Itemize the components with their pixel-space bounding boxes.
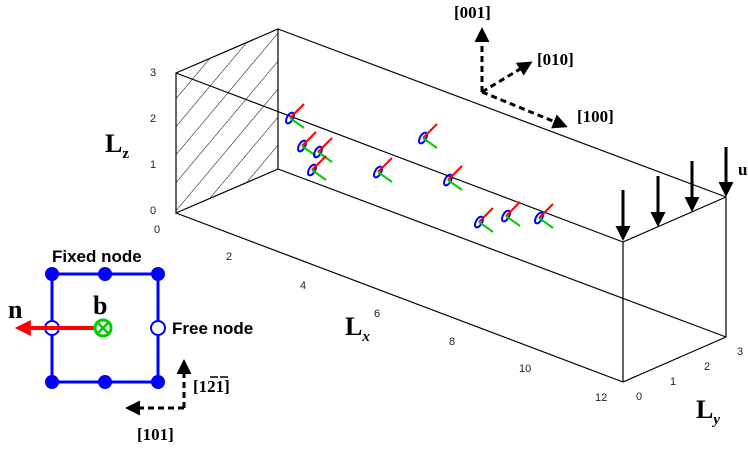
y-axis: 0 1 2 3 Ly — [636, 346, 743, 428]
z-tick: 0 — [150, 205, 156, 217]
loop-glyph — [373, 157, 393, 183]
x-tick: 12 — [595, 392, 607, 404]
loop-glyph — [307, 155, 327, 181]
label-100: [100] — [577, 107, 614, 126]
loop-glyph — [418, 123, 438, 149]
box-edge — [622, 336, 727, 383]
z-tick: 1 — [150, 159, 156, 171]
x-axis: 0 2 4 6 8 10 12 Lx — [154, 224, 607, 404]
fixed-node — [98, 375, 112, 389]
burgers-cross — [97, 322, 109, 334]
node-inset: Fixed node n b Free node [121] [101] — [8, 247, 253, 444]
label-101: [101] — [137, 425, 174, 444]
fixed-face-hatched — [175, 28, 279, 214]
crystal-directions — [474, 27, 568, 129]
box-edge — [277, 28, 727, 198]
x-tick: 4 — [300, 280, 306, 292]
y-tick: 1 — [670, 376, 676, 388]
fixed-node — [45, 375, 59, 389]
simulation-box — [175, 28, 727, 383]
loop-glyph — [285, 103, 305, 129]
fixed-node — [151, 267, 165, 281]
x-axis-label: Lx — [345, 312, 370, 345]
dislocation-loops — [285, 103, 554, 233]
y-tick: 0 — [636, 391, 642, 403]
free-node-label: Free node — [172, 319, 253, 338]
fixed-node — [45, 267, 59, 281]
z-axis: 3 2 1 0 Lz — [105, 67, 156, 217]
label-001: [001] — [454, 3, 491, 22]
x-tick: 6 — [374, 308, 380, 320]
label-010: [010] — [537, 50, 574, 69]
label-121: [121] — [193, 377, 230, 396]
y-tick: 2 — [704, 361, 710, 373]
box-edge — [175, 212, 624, 383]
fixed-node — [151, 375, 165, 389]
box-edge — [622, 196, 727, 243]
burgers-vector-label: b — [93, 291, 107, 320]
loop-glyph — [474, 207, 494, 233]
load-arrows — [615, 147, 734, 241]
arrow-100 — [481, 90, 568, 129]
x-tick: 0 — [154, 224, 160, 236]
x-tick: 2 — [226, 251, 232, 263]
loop-glyph — [501, 201, 521, 227]
loop-glyph — [297, 131, 317, 157]
x-tick: 10 — [519, 363, 531, 375]
fixed-node-label: Fixed node — [52, 247, 142, 266]
x-tick: 8 — [449, 336, 455, 348]
fixed-node — [98, 267, 112, 281]
normal-vector-label: n — [8, 295, 23, 324]
z-tick: 2 — [150, 113, 156, 125]
y-axis-label: Ly — [696, 395, 720, 428]
loop-glyph — [534, 203, 554, 229]
arrow-010 — [481, 61, 533, 94]
free-node — [150, 320, 166, 336]
loop-glyph — [443, 165, 463, 191]
y-tick: 3 — [737, 346, 743, 358]
box-edge — [277, 168, 727, 338]
z-axis-label: Lz — [105, 129, 129, 162]
load-label: u — [738, 160, 747, 179]
z-tick: 3 — [150, 67, 156, 79]
inset-direction-arrows — [125, 359, 192, 416]
box-edge — [175, 72, 624, 243]
